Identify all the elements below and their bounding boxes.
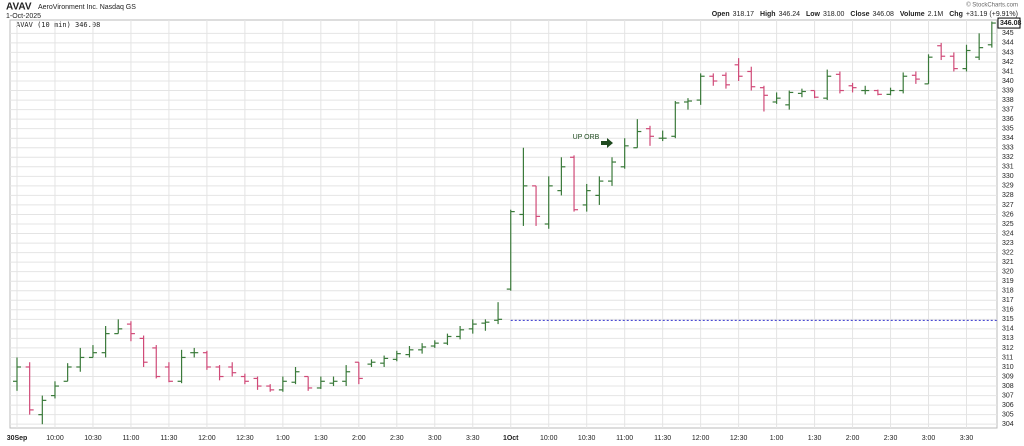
y-tick-label: 331 <box>1002 164 1014 171</box>
y-tick-label: 308 <box>1002 383 1014 390</box>
y-tick-label: 329 <box>1002 183 1014 190</box>
y-tick-label: 342 <box>1002 59 1014 66</box>
stat-label: Close <box>850 11 869 18</box>
y-tick-label: 319 <box>1002 278 1014 285</box>
stat-value: 318.00 <box>823 11 845 18</box>
y-tick-label: 310 <box>1002 364 1014 371</box>
x-tick-label: 1:00 <box>770 435 784 442</box>
y-tick-label: 344 <box>1002 40 1014 47</box>
y-tick-label: 335 <box>1002 126 1014 133</box>
x-tick-label: 2:00 <box>352 435 366 442</box>
y-tick-label: 337 <box>1002 106 1014 113</box>
x-tick-label: 10:00 <box>540 435 558 442</box>
y-tick-label: 333 <box>1002 145 1014 152</box>
stat-label: Chg <box>949 11 963 18</box>
y-tick-label: 306 <box>1002 402 1014 409</box>
stat-label: Low <box>806 11 821 18</box>
x-tick-label: 10:00 <box>46 435 64 442</box>
x-tick-label: 2:30 <box>884 435 898 442</box>
y-tick-label: 316 <box>1002 307 1014 314</box>
x-tick-label: 3:00 <box>922 435 936 442</box>
x-tick-label: 12:30 <box>730 435 748 442</box>
x-tick-label: 11:00 <box>616 435 633 442</box>
x-tick-label: 11:00 <box>122 435 139 442</box>
stat-label: High <box>760 11 776 18</box>
x-tick-label: 3:00 <box>428 435 442 442</box>
y-tick-label: 307 <box>1002 392 1014 399</box>
x-tick-label: 1:30 <box>314 435 328 442</box>
y-tick-label: 305 <box>1002 411 1014 418</box>
stat-value: +31.19 (+9.91%) <box>966 11 1018 18</box>
y-tick-label: 322 <box>1002 249 1014 256</box>
x-tick-label: 1:30 <box>808 435 822 442</box>
x-tick-label: 30Sep <box>7 435 28 442</box>
y-tick-label: 315 <box>1002 316 1014 323</box>
y-tick-label: 311 <box>1002 354 1013 361</box>
y-tick-label: 318 <box>1002 288 1014 295</box>
y-tick-label: 326 <box>1002 211 1014 218</box>
y-tick-label: 320 <box>1002 269 1014 276</box>
x-tick-label: 2:30 <box>390 435 404 442</box>
y-tick-label: 330 <box>1002 173 1014 180</box>
y-tick-label: 340 <box>1002 78 1014 85</box>
y-tick-label: 313 <box>1002 335 1014 342</box>
legend: AVAV (10 min) 346.08 <box>16 21 100 29</box>
y-tick-label: 341 <box>1002 68 1014 75</box>
symbol: AVAV <box>6 2 32 13</box>
last-price-box <box>997 17 1021 29</box>
y-tick-label: 328 <box>1002 192 1014 199</box>
company: AeroVironment Inc. Nasdaq GS <box>38 4 136 11</box>
x-tick-label: 12:00 <box>692 435 710 442</box>
annotation: UP ORB <box>573 134 600 141</box>
last-price: 346.08 <box>1000 20 1022 27</box>
x-tick-label: 10:30 <box>578 435 596 442</box>
y-tick-label: 324 <box>1002 230 1014 237</box>
x-tick-label: 10:30 <box>84 435 102 442</box>
stat-label: Volume <box>900 11 925 18</box>
annotation-arrow <box>601 138 613 148</box>
y-tick-label: 304 <box>1002 421 1014 428</box>
stat-value: 2.1M <box>928 11 944 18</box>
x-tick-label: 11:30 <box>160 435 177 442</box>
credit: © StockCharts.com <box>966 2 1018 9</box>
y-tick-label: 309 <box>1002 373 1014 380</box>
x-tick-label: 3:30 <box>466 435 480 442</box>
y-tick-label: 312 <box>1002 345 1014 352</box>
y-tick-label: 323 <box>1002 240 1014 247</box>
y-tick-label: 332 <box>1002 154 1014 161</box>
stat-value: 318.17 <box>733 11 755 18</box>
y-tick-label: 327 <box>1002 202 1014 209</box>
stat-label: Open <box>712 11 730 18</box>
y-tick-label: 345 <box>1002 30 1014 37</box>
y-tick-label: 336 <box>1002 116 1014 123</box>
y-tick-label: 325 <box>1002 221 1014 228</box>
stat-value: 346.24 <box>779 11 801 18</box>
x-tick-label: 3:30 <box>960 435 974 442</box>
date: 1-Oct-2025 <box>6 13 41 20</box>
y-tick-label: 314 <box>1002 326 1014 333</box>
y-tick-label: 343 <box>1002 49 1014 56</box>
x-tick-label: 1:00 <box>276 435 290 442</box>
x-tick-label: 12:00 <box>198 435 216 442</box>
y-tick-label: 338 <box>1002 97 1014 104</box>
stat-value: 346.08 <box>872 11 894 18</box>
y-tick-label: 321 <box>1002 259 1014 266</box>
y-tick-label: 339 <box>1002 87 1014 94</box>
y-tick-label: 334 <box>1002 135 1014 142</box>
y-tick-label: 317 <box>1002 297 1014 304</box>
x-tick-label: 12:30 <box>236 435 254 442</box>
x-tick-label: 2:00 <box>846 435 860 442</box>
x-tick-label: 11:30 <box>654 435 671 442</box>
x-tick-label: 1Oct <box>503 435 519 442</box>
